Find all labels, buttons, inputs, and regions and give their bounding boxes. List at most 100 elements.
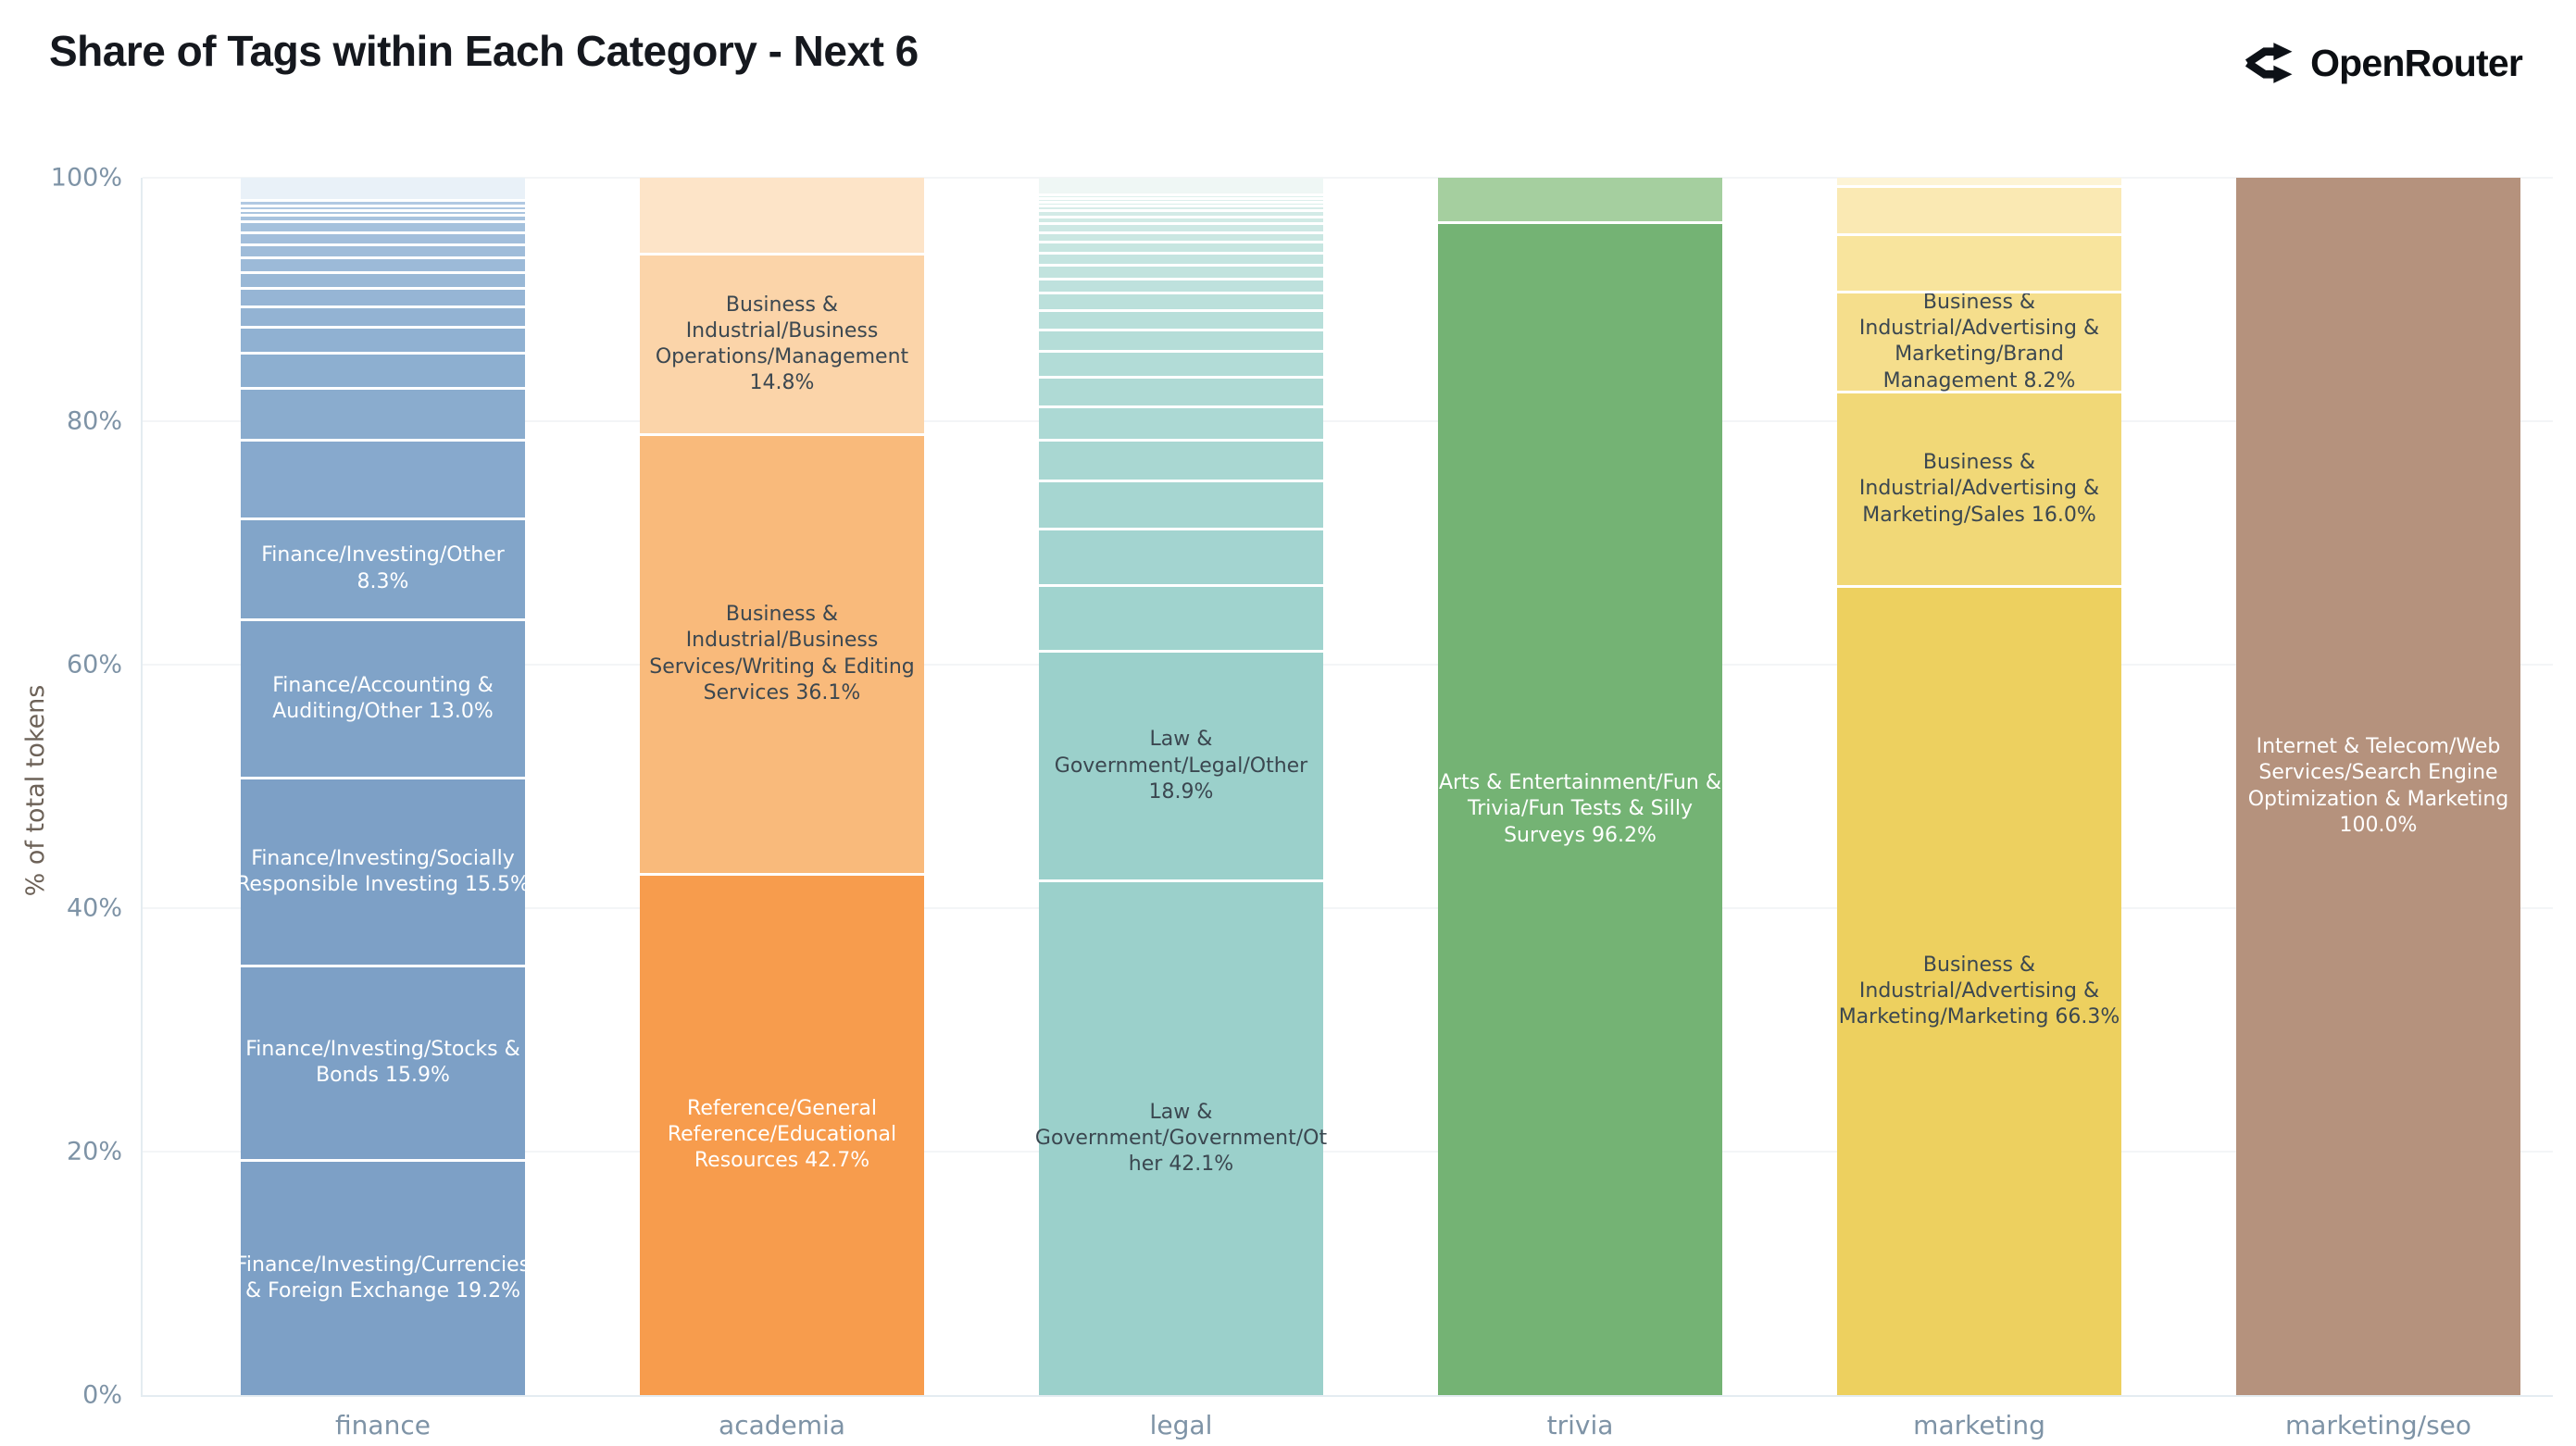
stacked-bar-chart: Finance/Investing/Currencies & Foreign E… [143,178,2553,1440]
bar-segment[interactable]: Finance/Investing/Other 8.3% [241,519,525,621]
gridline [143,420,2553,422]
bar-segment[interactable] [241,389,525,443]
bar-segment[interactable] [640,178,924,256]
bar-segment[interactable] [1039,530,1323,587]
y-tick-label: 80% [66,406,122,436]
bar-segment[interactable] [1039,280,1323,295]
x-axis-label: finance [335,1410,431,1440]
y-tick-label: 0% [82,1380,122,1410]
bar-segment[interactable] [241,307,525,330]
x-axis-label: marketing/seo [2284,1410,2472,1440]
bar-segment[interactable] [241,202,525,207]
bar-segment[interactable] [1837,236,2121,293]
bar-segment[interactable]: Business & Industrial/Business Operation… [640,256,924,436]
bar-segment[interactable] [1039,199,1323,204]
bar-segment[interactable] [1039,225,1323,234]
bar-segment[interactable] [241,442,525,520]
segment-label: Business & Industrial/Advertising & Mark… [1838,953,2120,1029]
bar-segment[interactable] [1039,203,1323,207]
y-tick-label: 100% [50,163,122,193]
gridline [143,907,2553,909]
segment-label: Business & Industrial/Business Services/… [649,603,915,704]
bar-segment[interactable] [241,211,525,218]
y-tick-label: 40% [66,893,122,923]
bar-segment[interactable] [241,259,525,274]
brand: OpenRouter [2244,37,2523,89]
brand-name: OpenRouter [2310,41,2523,84]
bar-segment[interactable]: Business & Industrial/Business Services/… [640,435,924,876]
bar-segment[interactable]: Finance/Accounting & Auditing/Other 13.0… [241,620,525,779]
bar-segment[interactable] [1039,294,1323,312]
segment-label: Finance/Investing/Currencies & Foreign E… [235,1253,531,1303]
bar-segment[interactable]: Business & Industrial/Advertising & Mark… [1837,291,2121,393]
bar-segment[interactable] [241,329,525,355]
x-axis-label: trivia [1546,1410,1614,1440]
segment-label: Business & Industrial/Advertising & Mark… [1858,451,2100,527]
bar-segment[interactable] [241,206,525,212]
bar-segment[interactable] [1039,442,1323,482]
segment-label: Arts & Entertainment/Fun & Trivia/Fun Te… [1439,771,1721,847]
bar-segment[interactable]: Finance/Investing/Socially Responsible I… [236,779,530,968]
bar-segment[interactable] [1039,178,1323,196]
bar-academia[interactable]: Reference/General Reference/Educational … [640,178,924,1440]
bar-segment[interactable] [1039,211,1323,218]
bar-segment[interactable] [1438,178,1722,224]
bar-segment[interactable]: Law & Government/Government/Other 42.1% [1035,882,1327,1395]
bar-segment[interactable] [1837,187,2121,237]
bar-segment[interactable] [1039,330,1323,354]
bar-segment[interactable]: Business & Industrial/Advertising & Mark… [1837,588,2121,1395]
x-axis-label: legal [1149,1410,1213,1440]
y-tick-label: 20% [66,1137,122,1166]
bar-segment[interactable] [241,245,525,260]
bar-segment[interactable]: Arts & Entertainment/Fun & Trivia/Fun Te… [1438,223,1722,1395]
bar-segment[interactable] [1039,586,1323,653]
bar-segment[interactable] [1039,195,1323,200]
bar-segment[interactable]: Internet & Telecom/Web Services/Search E… [2236,178,2520,1395]
bar-segment[interactable] [1039,254,1323,268]
bar-segment[interactable] [241,233,525,246]
bar-segment[interactable] [1039,218,1323,226]
bar-segment[interactable]: Finance/Investing/Currencies & Foreign E… [236,1161,530,1395]
bar-segment[interactable] [1039,243,1323,255]
bar-segment[interactable] [241,217,525,223]
bar-segment[interactable] [1039,481,1323,531]
openrouter-logo-icon [2245,43,2293,83]
segment-label: Finance/Investing/Socially Responsible I… [236,846,530,897]
bar-segment[interactable] [241,222,525,234]
bar-trivia[interactable]: Arts & Entertainment/Fun & Trivia/Fun Te… [1438,178,1722,1440]
bar-segment[interactable]: Finance/Investing/Stocks & Bonds 15.9% [241,967,525,1162]
segment-label: Business & Industrial/Advertising & Mark… [1858,291,2100,393]
bar-segment[interactable]: Business & Industrial/Advertising & Mark… [1837,393,2121,589]
bar-finance[interactable]: Finance/Investing/Currencies & Foreign E… [236,178,530,1440]
bar-segment[interactable] [1039,353,1323,380]
segment-label: Business & Industrial/Business Operation… [655,293,909,395]
segment-label: Finance/Investing/Other 8.3% [261,543,505,593]
segment-label: Law & Government/Legal/Other 18.9% [1054,728,1308,804]
bar-segment[interactable] [1039,311,1323,331]
x-axis-label: marketing [1913,1410,2045,1440]
bar-segment[interactable] [1039,267,1323,280]
gridline [143,664,2553,666]
bar-segment[interactable]: Reference/General Reference/Educational … [640,875,924,1395]
y-tick-label: 60% [66,650,122,679]
bar-segment[interactable] [1837,178,2121,188]
bar-segment[interactable] [241,273,525,291]
segment-label: Finance/Investing/Stocks & Bonds 15.9% [245,1038,520,1088]
segment-label: Finance/Accounting & Auditing/Other 13.0… [272,673,494,723]
bar-segment[interactable] [1039,206,1323,212]
bar-segment[interactable] [1039,407,1323,443]
x-axis-label: academia [719,1410,845,1440]
bar-segment[interactable] [1039,379,1323,408]
page-title: Share of Tags within Each Category - Nex… [49,27,919,75]
bar-legal[interactable]: Law & Government/Government/Other 42.1% L… [1035,178,1327,1440]
gridline [143,177,2553,179]
bar-segment[interactable] [1039,233,1323,244]
bar-marketing[interactable]: Business & Industrial/Advertising & Mark… [1837,178,2121,1440]
bar-segment[interactable] [241,354,525,390]
gridline [143,1151,2553,1153]
bar-segment[interactable]: Law & Government/Legal/Other 18.9% [1039,652,1323,883]
bar-segment[interactable] [241,290,525,308]
bar-marketing-seo[interactable]: Internet & Telecom/Web Services/Search E… [2236,178,2520,1440]
bar-segment[interactable] [241,178,525,203]
segment-label: Law & Government/Government/Other 42.1% [1034,1100,1328,1177]
